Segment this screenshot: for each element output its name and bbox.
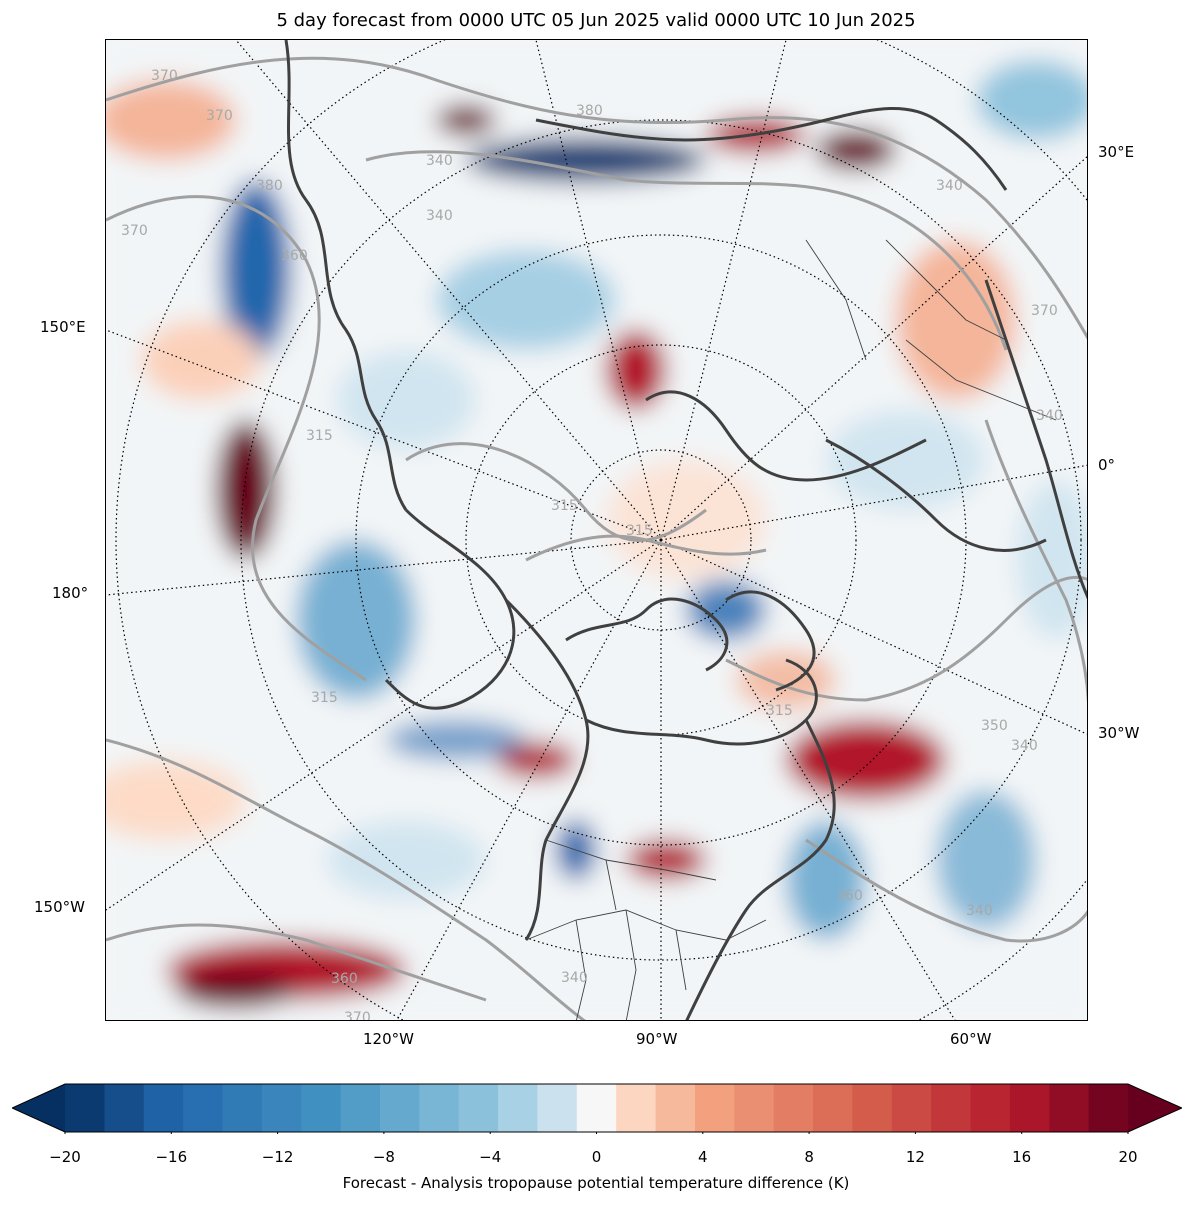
colorbar-bin <box>301 1084 342 1132</box>
colorbar-bin <box>1049 1084 1090 1132</box>
colorbar-tick-label: 8 <box>804 1148 814 1166</box>
contour-label: 380 <box>576 103 603 119</box>
contour-label: 340 <box>1036 408 1063 424</box>
colorbar-bin <box>261 1084 302 1132</box>
colorbar-bin <box>340 1084 381 1132</box>
colorbar-bin <box>694 1084 735 1132</box>
contour-label: 370 <box>344 1010 371 1021</box>
colorbar-bin <box>419 1084 460 1132</box>
contour-label: 315 <box>626 523 653 539</box>
colorbar-bin <box>813 1084 853 1132</box>
colorbar-extend-min <box>12 1084 65 1132</box>
contour-label: 380 <box>256 178 283 194</box>
colorbar-tick-label: 0 <box>591 1148 602 1166</box>
graticule <box>106 40 1087 1020</box>
colorbar-tick-label: −20 <box>49 1148 81 1166</box>
contour-label: 340 <box>936 178 963 194</box>
colorbar-tick-label: 4 <box>698 1148 708 1166</box>
colorbar-bin <box>379 1084 420 1132</box>
colorbar-bin <box>576 1084 617 1132</box>
colorbar-bin <box>143 1084 184 1132</box>
colorbar-bin <box>458 1084 499 1132</box>
contour-label: 370 <box>151 68 178 84</box>
colorbar-bin <box>931 1084 972 1132</box>
map-panel: 370 370 380 340 340 360 380 370 340 315 … <box>105 39 1088 1021</box>
contour-label: 360 <box>281 248 308 264</box>
colorbar-tick-label: −8 <box>372 1148 395 1166</box>
figure-title: 5 day forecast from 0000 UTC 05 Jun 2025… <box>276 10 916 31</box>
colorbar-bin <box>655 1084 696 1132</box>
colorbar-bin <box>1009 1084 1050 1132</box>
contour-label: 340 <box>426 153 453 169</box>
contour-label: 370 <box>1031 303 1058 319</box>
colorbar-tick-label: 12 <box>905 1148 925 1166</box>
contour-label: 315 <box>306 428 333 444</box>
contour-label: 340 <box>561 970 588 986</box>
longitude-label-right: 0° <box>1098 456 1116 474</box>
colorbar-bin <box>852 1084 893 1132</box>
colorbar-tick-label: −12 <box>261 1148 294 1166</box>
contour-label: 340 <box>966 903 993 919</box>
colorbar-bin <box>537 1084 578 1132</box>
map-canvas: 370 370 380 340 340 360 380 370 340 315 … <box>106 40 1087 1021</box>
longitude-label-bottom: 60°W <box>950 1030 992 1048</box>
contour-label: 360 <box>331 971 358 987</box>
longitude-label-right: 30°E <box>1098 143 1135 161</box>
contour-labels: 370 370 380 340 340 360 380 370 340 315 … <box>121 68 1063 1021</box>
colorbar <box>10 1082 1184 1134</box>
coastlines <box>284 40 1087 1020</box>
contour-label: 315 <box>551 498 578 514</box>
colorbar-bin <box>498 1084 538 1132</box>
colorbar-bin <box>1088 1084 1129 1132</box>
contour-label: 350 <box>981 718 1008 734</box>
colorbar-bin <box>970 1084 1011 1132</box>
contour-label: 340 <box>1011 738 1038 754</box>
contour-label: 340 <box>426 208 453 224</box>
contour-label: 360 <box>836 888 863 904</box>
longitude-label-bottom: 90°W <box>636 1030 678 1048</box>
contour-label: 315 <box>766 703 793 719</box>
colorbar-tick-label: −16 <box>155 1148 188 1166</box>
longitude-label-left: 150°W <box>34 898 85 916</box>
colorbar-bin <box>891 1084 932 1132</box>
contour-label: 370 <box>121 223 148 239</box>
colorbar-bin <box>616 1084 657 1132</box>
colorbar-bin <box>104 1084 145 1132</box>
longitude-label-bottom: 120°W <box>363 1030 414 1048</box>
potential-temperature-contours <box>106 56 1087 1020</box>
colorbar-bin <box>734 1084 775 1132</box>
longitude-label-right: 30°W <box>1098 724 1140 742</box>
longitude-label-left: 150°E <box>40 318 86 336</box>
colorbar-bin <box>773 1084 814 1132</box>
colorbar-tick-label: −4 <box>479 1148 502 1166</box>
colorbar-graphic <box>10 1083 1184 1134</box>
colorbar-tick-label: 20 <box>1118 1148 1138 1166</box>
colorbar-bin <box>65 1084 105 1132</box>
colorbar-extend-max <box>1128 1084 1182 1132</box>
difference-field <box>106 40 1087 1020</box>
longitude-label-left: 180° <box>52 584 89 602</box>
colorbar-bin <box>222 1084 263 1132</box>
colorbar-bin <box>183 1084 223 1132</box>
contour-label: 370 <box>206 108 233 124</box>
colorbar-label: Forecast - Analysis tropopause potential… <box>342 1174 850 1192</box>
contour-label: 315 <box>311 690 338 706</box>
political-borders <box>525 239 1057 1020</box>
colorbar-tick-label: 16 <box>1012 1148 1032 1166</box>
